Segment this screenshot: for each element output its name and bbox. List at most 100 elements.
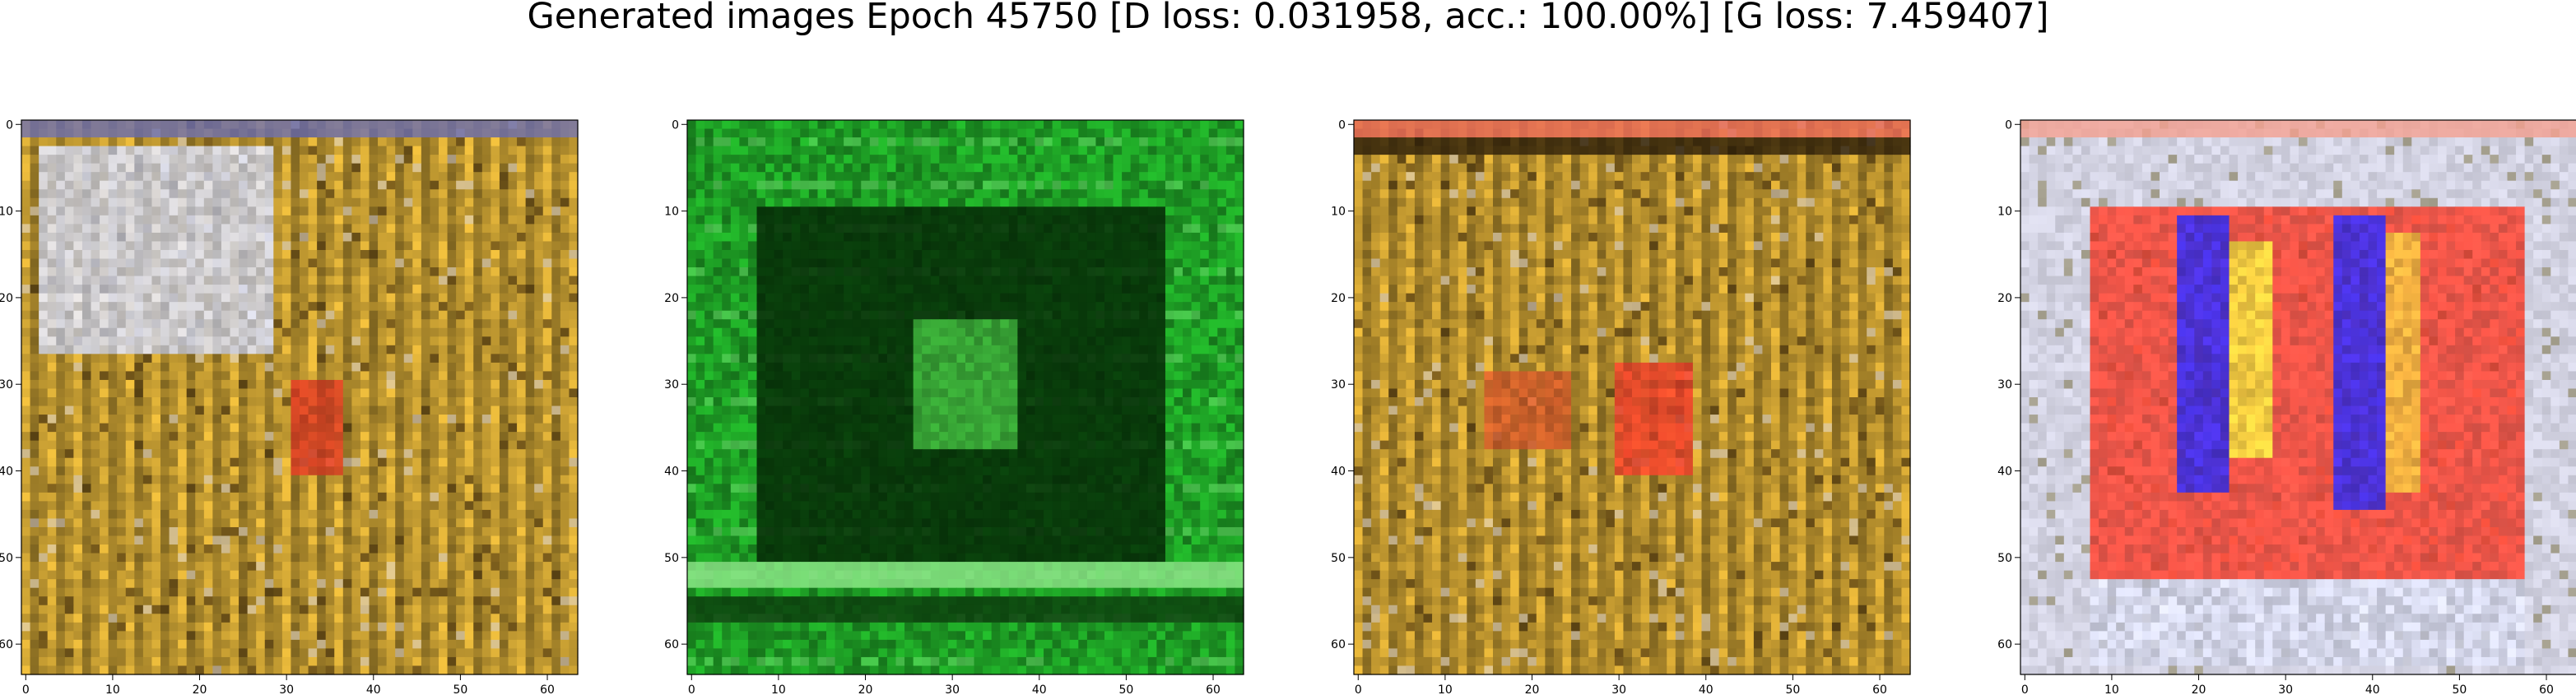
image-pixel — [308, 631, 318, 641]
image-pixel — [317, 224, 327, 234]
image-pixel — [108, 197, 118, 207]
image-pixel — [386, 146, 396, 155]
image-pixel — [491, 293, 500, 303]
image-pixel — [886, 180, 897, 190]
image-pixel — [852, 120, 862, 130]
image-pixel — [117, 172, 127, 182]
image-pixel — [517, 285, 527, 294]
image-pixel — [239, 665, 249, 675]
image-pixel — [91, 354, 100, 364]
image-pixel — [508, 631, 518, 641]
image-pixel — [64, 327, 74, 337]
image-pixel — [491, 501, 500, 511]
image-pixel — [73, 639, 83, 650]
image-pixel — [1130, 146, 1140, 155]
image-pixel — [186, 371, 196, 381]
image-pixel — [117, 509, 127, 520]
image-pixel — [230, 249, 239, 260]
image-pixel — [30, 415, 40, 424]
image-pixel — [47, 137, 57, 147]
image-pixel — [517, 631, 527, 641]
image-pixel — [956, 224, 966, 234]
image-pixel — [747, 197, 758, 207]
image-pixel — [212, 639, 222, 650]
image-pixel — [317, 128, 327, 138]
image-pixel — [499, 648, 509, 658]
image-pixel — [317, 509, 327, 520]
image-pixel — [965, 155, 975, 164]
image-pixel — [325, 345, 335, 354]
image-pixel — [160, 146, 170, 155]
image-pixel — [203, 137, 213, 147]
image-pixel — [378, 405, 388, 415]
image-pixel — [100, 354, 109, 364]
image-pixel — [965, 189, 975, 199]
image-pixel — [360, 232, 370, 243]
image-pixel — [378, 146, 388, 155]
image-pixel — [160, 457, 170, 467]
image-pixel — [1086, 155, 1097, 164]
image-pixel — [81, 518, 92, 528]
image-pixel — [100, 371, 109, 381]
image-pixel — [542, 241, 552, 251]
image-pixel — [687, 189, 697, 199]
image-pixel — [360, 492, 370, 502]
image-pixel — [281, 128, 292, 138]
image-pixel — [100, 120, 109, 130]
image-pixel — [491, 206, 500, 216]
image-pixel — [913, 197, 923, 207]
image-pixel — [1147, 128, 1157, 138]
image-pixel — [499, 327, 509, 337]
image-pixel — [542, 535, 552, 545]
image-pixel — [334, 354, 344, 364]
image-pixel — [1165, 206, 1175, 216]
image-pixel — [264, 614, 274, 623]
image-pixel — [447, 665, 457, 675]
image-pixel — [256, 232, 266, 243]
image-pixel — [456, 137, 466, 147]
image-pixel — [1086, 137, 1097, 147]
image-pixel — [64, 155, 74, 164]
image-pixel — [956, 155, 966, 164]
image-pixel — [117, 345, 127, 354]
image-pixel — [481, 336, 491, 346]
image-pixel — [403, 570, 413, 580]
image-pixel — [508, 137, 518, 147]
image-pixel — [1156, 197, 1166, 207]
image-pixel — [117, 631, 127, 641]
image-pixel — [1078, 197, 1088, 207]
image-pixel — [395, 596, 405, 606]
image-pixel — [30, 146, 40, 155]
image-pixel — [395, 327, 405, 337]
image-pixel — [30, 224, 40, 234]
image-pixel — [91, 310, 100, 320]
image-pixel — [47, 631, 57, 641]
image-pixel — [386, 587, 396, 597]
image-pixel — [81, 553, 92, 563]
image-pixel — [300, 484, 309, 493]
image-pixel — [230, 614, 239, 623]
image-pixel — [386, 285, 396, 294]
image-pixel — [983, 172, 993, 182]
image-pixel — [125, 163, 135, 173]
image-pixel — [386, 319, 396, 329]
image-pixel — [221, 518, 231, 528]
image-pixel — [430, 415, 439, 424]
image-pixel — [464, 345, 474, 354]
image-pixel — [334, 302, 344, 312]
image-pixel — [142, 362, 153, 373]
image-pixel — [308, 605, 318, 614]
image-pixel — [869, 215, 879, 225]
image-pixel — [473, 397, 483, 407]
image-pixel — [125, 362, 135, 373]
image-pixel — [560, 258, 570, 268]
image-pixel — [904, 137, 914, 147]
image-pixel — [230, 656, 239, 667]
image-pixel — [534, 258, 544, 268]
image-pixel — [542, 206, 552, 216]
image-pixel — [47, 197, 57, 207]
image-pixel — [534, 345, 544, 354]
image-pixel — [447, 189, 457, 199]
image-pixel — [134, 336, 144, 346]
image-pixel — [247, 293, 257, 303]
